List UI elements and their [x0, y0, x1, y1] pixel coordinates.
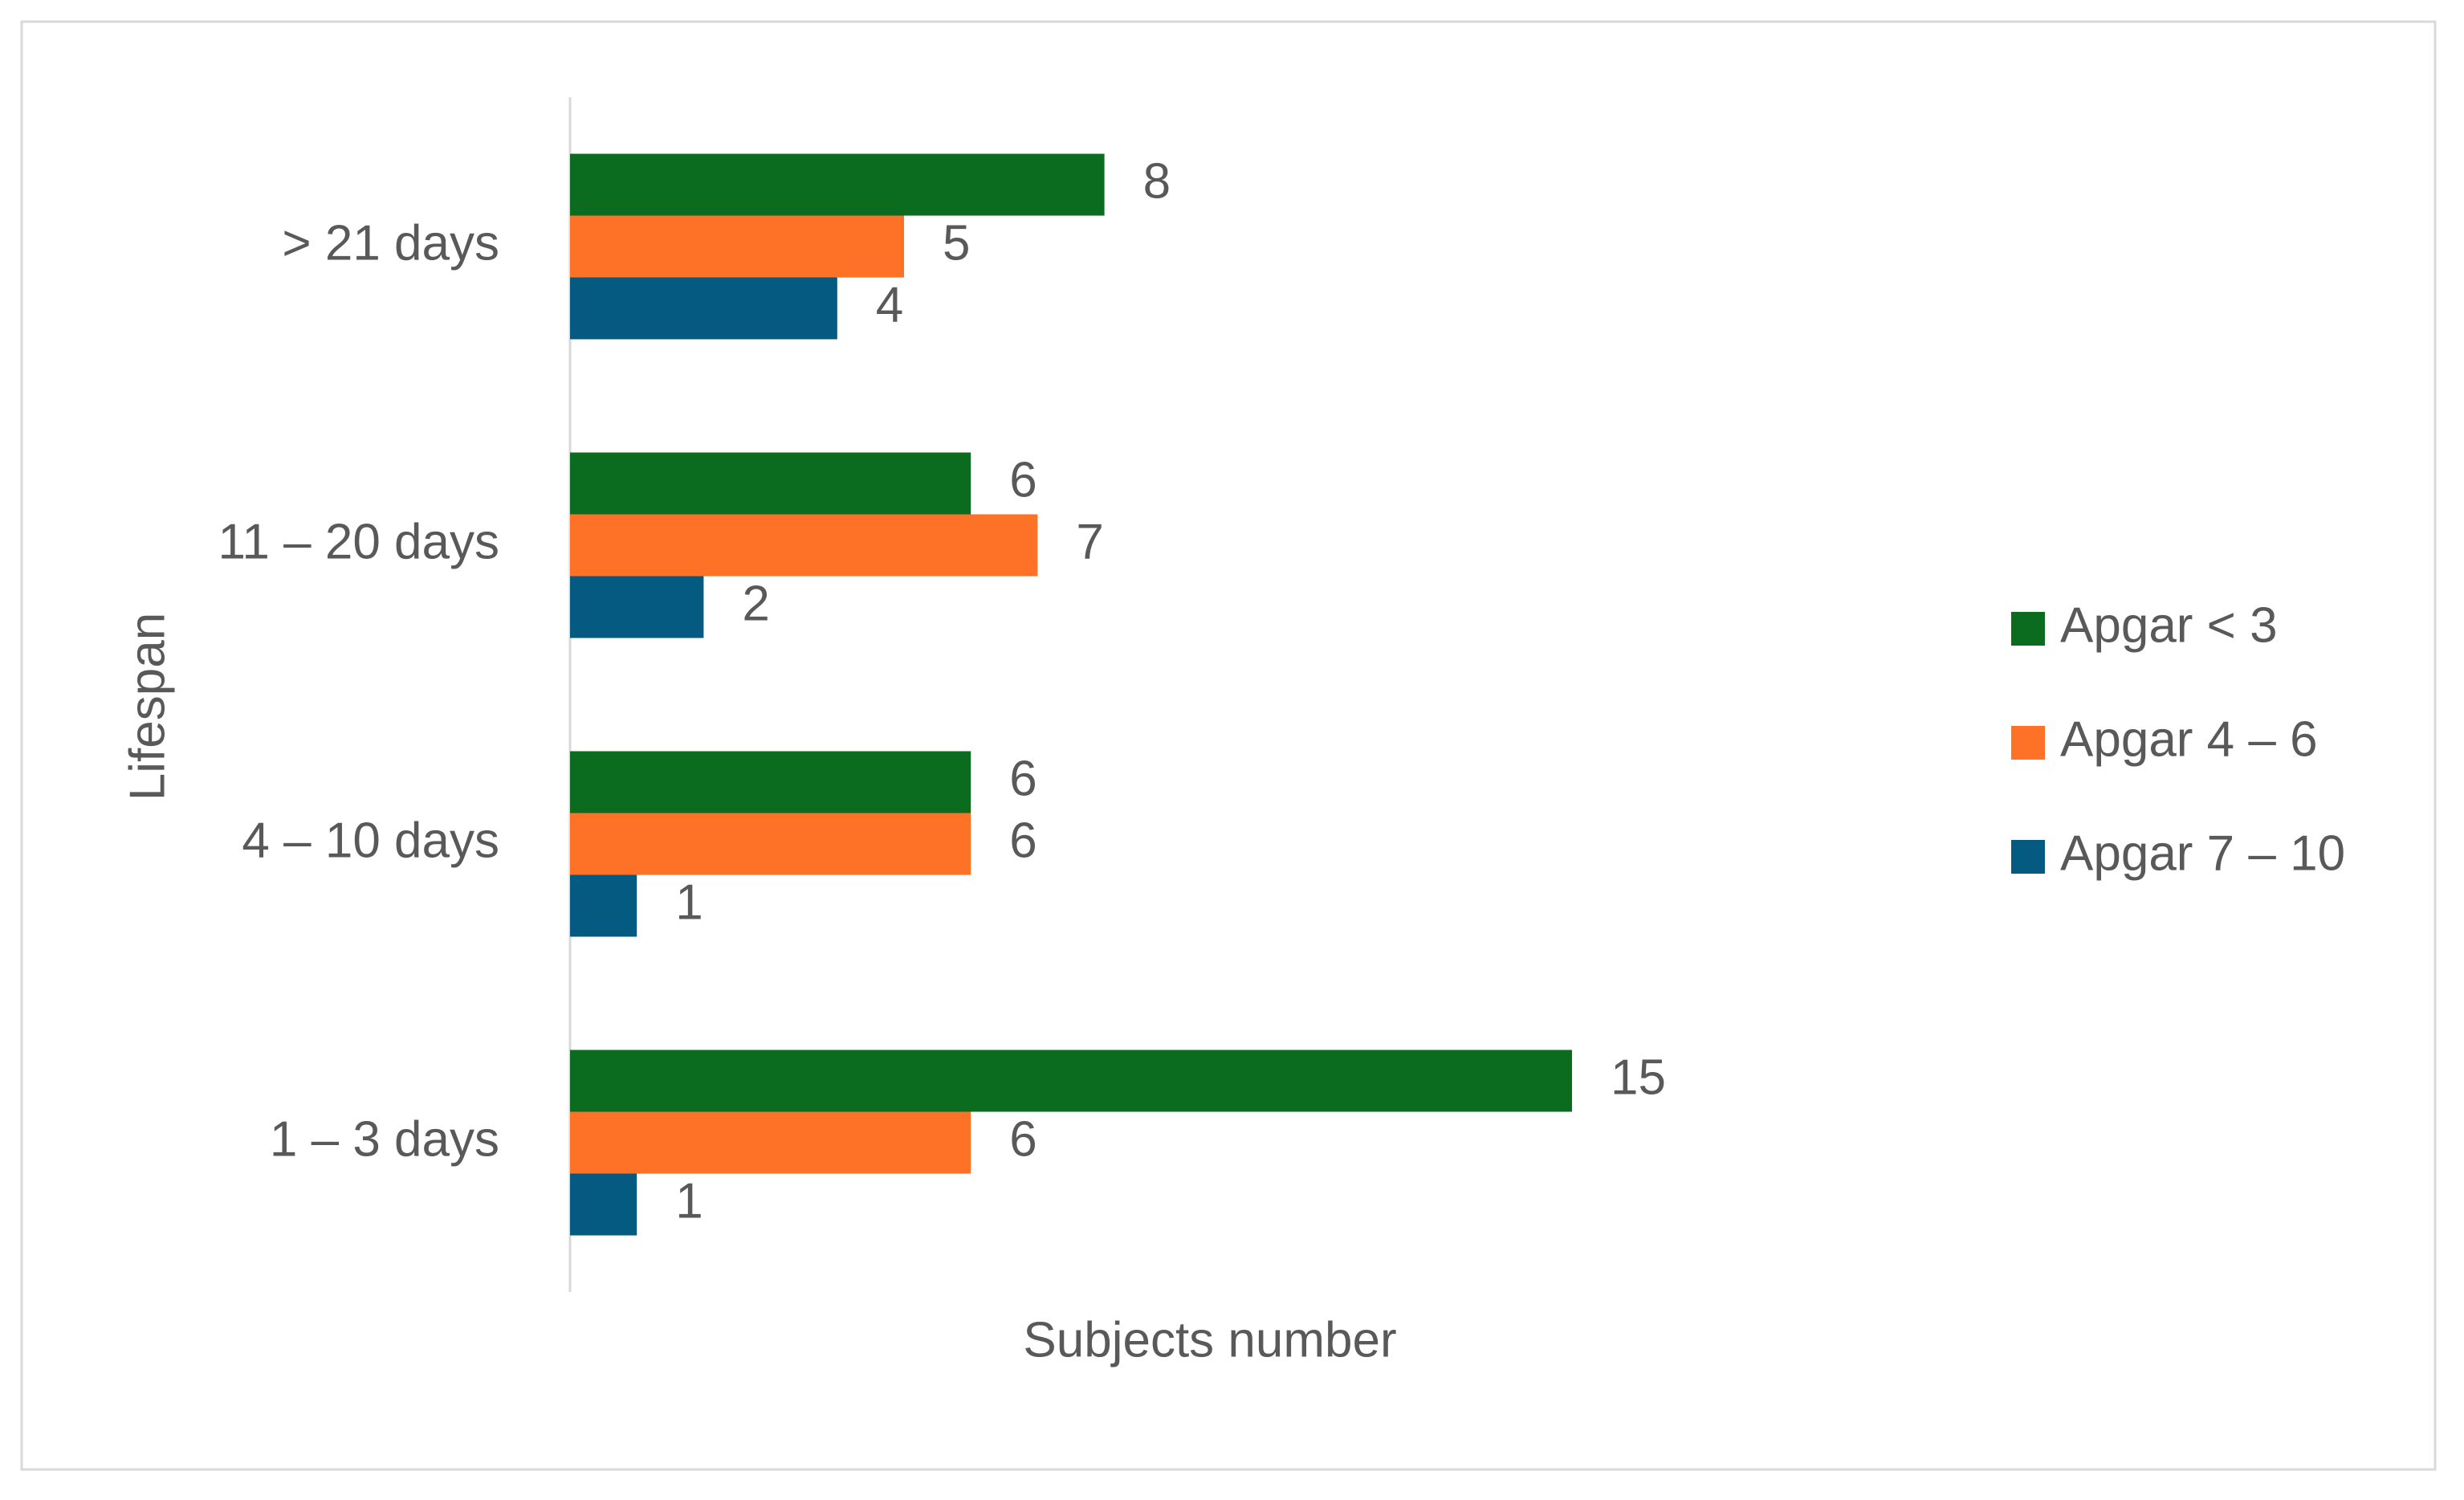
data-label: 2 [742, 576, 769, 631]
bar [570, 514, 1038, 577]
legend-label: Apgar < 3 [2060, 597, 2278, 653]
data-label: 6 [1009, 1111, 1037, 1167]
bar [570, 1050, 1572, 1112]
legend-label: Apgar 4 – 6 [2060, 711, 2318, 767]
data-label: 8 [1143, 153, 1171, 209]
bar [570, 153, 1105, 216]
legend-swatch [2011, 612, 2045, 646]
data-label: 6 [1009, 452, 1037, 507]
x-axis-title: Subjects number [1023, 1312, 1396, 1368]
y-tick-label: > 21 days [282, 215, 499, 271]
bar [570, 751, 971, 813]
y-tick-label: 4 – 10 days [242, 813, 499, 868]
bar [570, 215, 904, 278]
bar [570, 576, 704, 638]
bar [570, 1111, 971, 1174]
y-axis-title: Lifespan [120, 613, 175, 801]
bar [570, 277, 837, 340]
data-label: 6 [1009, 751, 1037, 806]
data-label: 5 [943, 215, 970, 271]
data-label: 6 [1009, 813, 1037, 868]
y-tick-label: 11 – 20 days [218, 514, 499, 569]
legend-swatch [2011, 726, 2045, 760]
bar [570, 452, 971, 515]
legend-swatch [2011, 840, 2045, 874]
data-label: 7 [1076, 514, 1103, 569]
legend-label: Apgar 7 – 10 [2060, 825, 2345, 881]
bar [570, 1173, 637, 1236]
bar [570, 874, 637, 937]
bar [570, 813, 971, 875]
data-label: 15 [1611, 1050, 1666, 1105]
data-label: 1 [675, 1173, 703, 1229]
data-label: 1 [675, 874, 703, 930]
data-label: 4 [876, 277, 903, 332]
y-tick-label: 1 – 3 days [270, 1111, 499, 1167]
